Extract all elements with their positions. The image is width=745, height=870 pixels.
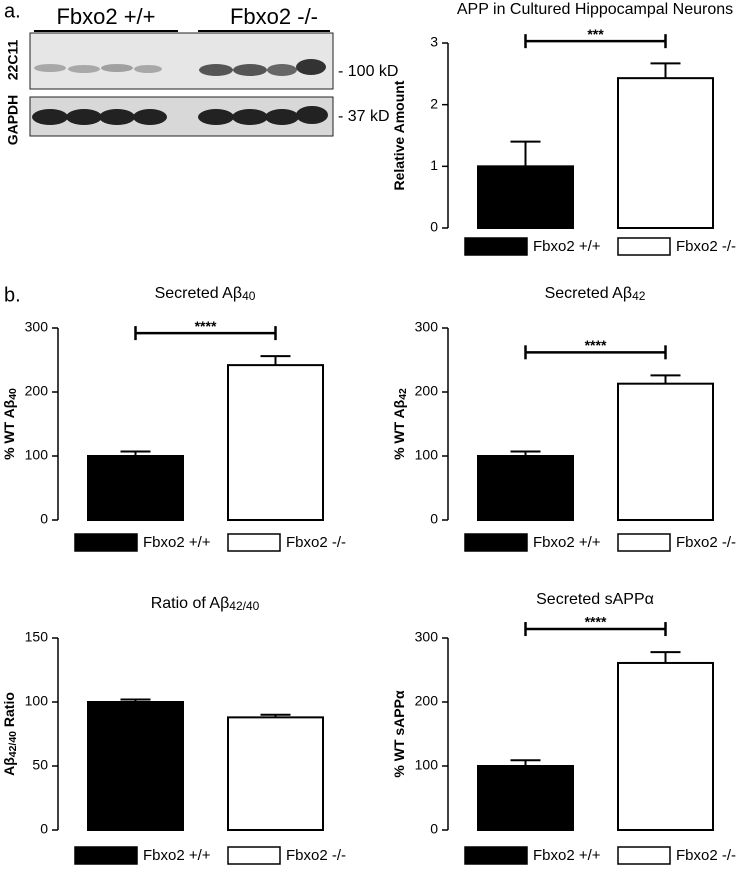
legend-swatch	[74, 846, 138, 865]
y-tick-label: 0	[40, 511, 48, 527]
legend-swatch	[227, 533, 281, 552]
subscript: 42/40	[7, 731, 19, 757]
y-tick-label: 0	[430, 821, 438, 837]
text-part: Relative Amount	[391, 80, 407, 190]
legend-label: Fbxo2 -/-	[676, 847, 736, 864]
y-tick-label: 0	[430, 511, 438, 527]
y-tick-label: 150	[25, 629, 49, 645]
chart-title: Secreted Aβ40	[155, 285, 256, 303]
y-tick-label: 200	[415, 693, 439, 709]
y-tick-label: 200	[25, 383, 49, 399]
y-tick-label: 300	[415, 319, 439, 335]
legend-label: Fbxo2 +/+	[143, 534, 211, 551]
legend-label: Fbxo2 -/-	[676, 534, 736, 551]
chart-title: Secreted sAPPα	[536, 591, 654, 608]
legend-label: Fbxo2 -/-	[676, 238, 736, 255]
y-tick-label: 100	[25, 693, 49, 709]
legend-label: Fbxo2 +/+	[533, 238, 601, 255]
bar	[227, 364, 324, 521]
subscript: 42	[632, 289, 646, 303]
significance-label: ****	[585, 337, 607, 353]
marker-label: - 100 kD	[338, 63, 398, 80]
bar	[87, 455, 184, 521]
text-part: Ratio of Aβ	[151, 595, 230, 612]
subscript: 40	[7, 388, 19, 400]
antibody-label: 22C11	[5, 40, 21, 81]
legend-swatch	[464, 846, 528, 865]
y-tick-label: 50	[32, 757, 48, 773]
blot-group: Fbxo2 -/-	[230, 4, 318, 29]
chart-title: Secreted Aβ42	[545, 285, 646, 303]
subscript: 42/40	[229, 599, 259, 613]
bar	[617, 77, 714, 230]
panel-label: a.	[4, 0, 21, 22]
bands	[34, 59, 326, 76]
legend-swatch	[617, 846, 671, 865]
y-tick-label: 200	[415, 383, 439, 399]
y-axis-label: Aβ42/40 Ratio	[1, 692, 19, 776]
blot-group: Fbxo2 +/+	[56, 4, 155, 29]
y-tick-label: 100	[25, 447, 49, 463]
legend-swatch	[464, 533, 528, 552]
bands	[32, 106, 328, 125]
legend-label: Fbxo2 +/+	[143, 847, 211, 864]
significance-label: ****	[585, 614, 607, 630]
bar	[617, 661, 714, 832]
text-part: % WT Aβ	[391, 399, 407, 460]
legend-label: Fbxo2 +/+	[533, 847, 601, 864]
legend-label: Fbxo2 +/+	[533, 534, 601, 551]
antibody-label: GAPDH	[5, 95, 21, 146]
y-tick-label: 300	[25, 319, 49, 335]
y-axis-label: % WT Aβ40	[1, 388, 19, 460]
bar	[477, 455, 574, 521]
subscript: 42	[397, 388, 409, 400]
legend-swatch	[617, 533, 671, 552]
text-part: Ratio	[1, 692, 17, 731]
y-tick-label: 1	[430, 157, 438, 173]
y-tick-label: 2	[430, 95, 438, 111]
legend-label: Fbxo2 -/-	[286, 534, 346, 551]
y-tick-label: 100	[415, 447, 439, 463]
legend-label: Fbxo2 -/-	[286, 847, 346, 864]
significance-label: ****	[195, 318, 217, 334]
legend-swatch	[464, 237, 528, 256]
legend-swatch	[617, 237, 671, 256]
subscript: 40	[242, 289, 256, 303]
bar	[227, 716, 324, 831]
text-part: % WT Aβ	[1, 399, 17, 460]
bar	[477, 165, 574, 229]
chart-title: APP in Cultured Hippocampal Neurons	[457, 1, 733, 18]
bar	[477, 765, 574, 831]
chart-title: Ratio of Aβ42/40	[151, 595, 260, 613]
y-tick-label: 3	[430, 34, 438, 50]
legend-swatch	[227, 846, 281, 865]
y-axis-label: Relative Amount	[391, 80, 407, 190]
y-tick-label: 300	[415, 629, 439, 645]
text-part: Aβ	[1, 757, 17, 776]
y-axis-label: % WT Aβ42	[391, 388, 409, 460]
y-tick-label: 0	[430, 219, 438, 235]
bar	[87, 701, 184, 831]
text-part: Secreted sAPPα	[536, 591, 654, 608]
significance-label: ***	[587, 26, 604, 42]
panel-label: b.	[4, 284, 21, 306]
text-part: Secreted Aβ	[545, 285, 632, 302]
text-part: Secreted Aβ	[155, 285, 242, 302]
y-tick-label: 100	[415, 757, 439, 773]
legend-swatch	[74, 533, 138, 552]
y-axis-label: % WT sAPPα	[391, 690, 407, 778]
blot-panel	[29, 32, 334, 90]
y-tick-label: 0	[40, 821, 48, 837]
marker-label: - 37 kD	[338, 108, 390, 125]
bar	[617, 382, 714, 521]
text-part: % WT sAPPα	[391, 690, 407, 778]
text-part: APP in Cultured Hippocampal Neurons	[457, 1, 733, 18]
